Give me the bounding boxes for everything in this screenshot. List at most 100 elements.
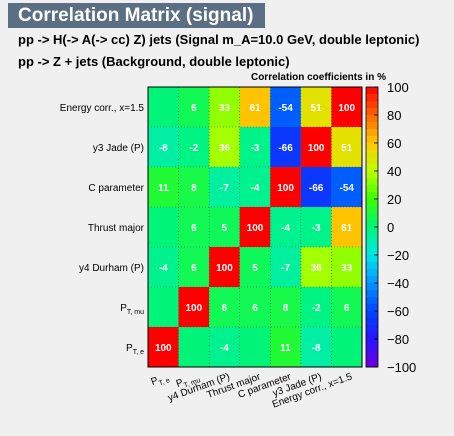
colorbar-band [366,360,378,368]
colorbar-title: Correlation coefficients in % [251,72,386,83]
heatmap-cell [178,167,210,207]
cell-value-label: -66 [309,183,324,194]
cell-value-label: 6 [222,303,228,314]
chart-title: Correlation Matrix (signal) [18,5,254,26]
colorbar-tick-label: 80 [387,108,401,123]
cell-value-label: 36 [311,263,323,274]
heatmap-cell [300,287,332,327]
heatmap-cell [331,127,362,167]
heatmap-cell [239,247,271,287]
heatmap-cell [270,287,301,327]
colorbar-band [366,353,378,361]
heatmap-cell [270,247,301,287]
signal-description: pp -> H(-> A(-> cc) Z) jets (Signal m_A=… [18,32,420,47]
colorbar-band [366,122,378,130]
cell-value-label: 100 [338,103,355,114]
cell-value-label: -4 [251,183,260,194]
colorbar-band [366,150,378,158]
heatmap-cell [209,287,240,327]
cell-value-label: -3 [312,223,321,234]
heatmap-cell [148,287,179,327]
heatmap-cell [178,127,210,167]
colorbar-band [366,136,378,144]
colorbar-band [366,269,378,277]
cell-value-label: 100 [247,223,264,234]
heatmap-cell [209,247,240,287]
colorbar-band [366,262,378,270]
cell-value-label: -54 [278,103,293,114]
colorbar-band [366,206,378,214]
colorbar-band [366,339,378,347]
y-tick-label: y3 Jade (P) [93,143,144,154]
colorbar-band [366,192,378,200]
colorbar-band [366,115,378,123]
heatmap-cell [331,207,362,247]
heatmap-cell [270,207,301,247]
colorbar-band [366,185,378,193]
title-bar: Correlation Matrix (signal) [8,3,265,28]
cell-value-label: 11 [280,343,291,354]
heatmap-cell [270,327,301,367]
cell-value-label: -7 [281,263,290,274]
colorbar-tick-label: 40 [387,164,401,179]
cell-value-label: 6 [191,103,197,114]
heatmap-cell [331,87,362,127]
colorbar-band [366,255,378,263]
cell-value-label: 100 [186,303,203,314]
cell-value-label: 6 [252,303,258,314]
cell-value-label: -8 [312,343,321,354]
heatmap-cell [331,247,362,287]
colorbar-tick-label: −60 [387,304,409,319]
colorbar-band [366,101,378,109]
colorbar-tick-label: 60 [387,136,401,151]
colorbar-band [366,143,378,151]
heatmap-cell [300,247,332,287]
heatmap-cell [270,127,301,167]
colorbar-band [366,227,378,235]
y-tick-label: y4 Durham (P) [79,263,144,274]
colorbar-band [366,297,378,305]
heatmap-cell [331,167,362,207]
heatmap-cell [239,207,271,247]
cell-value-label: -8 [159,143,168,154]
heatmap-cell [209,167,240,207]
cell-value-label: 61 [249,103,261,114]
cell-value-label: -4 [281,223,290,234]
cell-value-label: -4 [220,343,229,354]
heatmap-cell [148,167,179,207]
heatmap-cell [300,167,332,207]
y-tick-label: PT, e [126,343,144,356]
colorbar-band [366,129,378,137]
cell-value-label: 33 [219,103,231,114]
heatmap-cell [300,127,332,167]
colorbar-tick-label: −80 [387,332,409,347]
cell-value-label: 8 [191,183,197,194]
heatmap-cell [209,87,240,127]
heatmap-cell [209,327,240,367]
heatmap-cell [300,327,332,367]
colorbar-band [366,199,378,207]
heatmap-cell [300,207,332,247]
heatmap-cell [148,127,179,167]
cell-value-label: 8 [283,303,289,314]
y-tick-label: Energy corr., x=1.5 [60,103,145,114]
colorbar-band [366,157,378,165]
colorbar-band [366,171,378,179]
heatmap-cell [178,87,210,127]
cell-value-label: 51 [341,143,353,154]
colorbar-band [366,283,378,291]
heatmap-cell [148,327,179,367]
colorbar-band [366,213,378,221]
heatmap-cell [239,127,271,167]
x-tick-label: PT, e [150,371,171,389]
background-description: pp -> Z + jets (Background, double lepto… [18,54,290,69]
colorbar-band [366,94,378,102]
colorbar-band [366,87,378,95]
cell-value-label: 100 [216,263,233,274]
cell-value-label: 6 [191,263,197,274]
cell-value-label: 33 [341,263,353,274]
colorbar-band [366,346,378,354]
cell-value-label: -66 [278,143,293,154]
cell-value-label: -54 [339,183,354,194]
heatmap-cell [239,87,271,127]
